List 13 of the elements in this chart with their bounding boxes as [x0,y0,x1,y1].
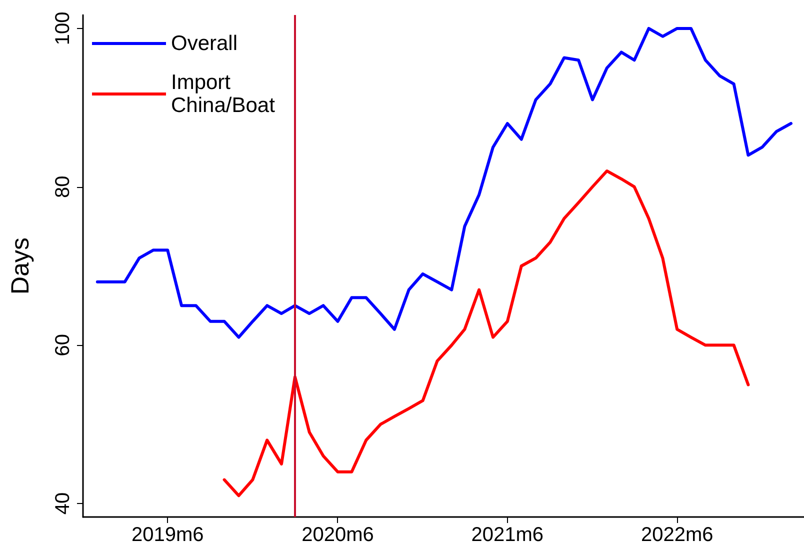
y-tick-label: 80 [52,176,74,198]
line-series [96,26,792,339]
x-tick-label: 2019m6 [131,524,204,546]
y-axis-title: Days [6,238,34,294]
y-tick-label: 60 [52,334,74,356]
y-tick-label: 40 [52,492,74,515]
legend-label: Import China/Boat [171,71,276,117]
x-tick-label: 2021m6 [471,524,544,546]
y-tick-label: 100 [52,12,74,46]
x-tick-label: 2022m6 [640,524,714,546]
line-series [222,169,750,498]
legend-label: Overall [171,32,238,55]
x-tick-label: 2020m6 [302,524,374,546]
